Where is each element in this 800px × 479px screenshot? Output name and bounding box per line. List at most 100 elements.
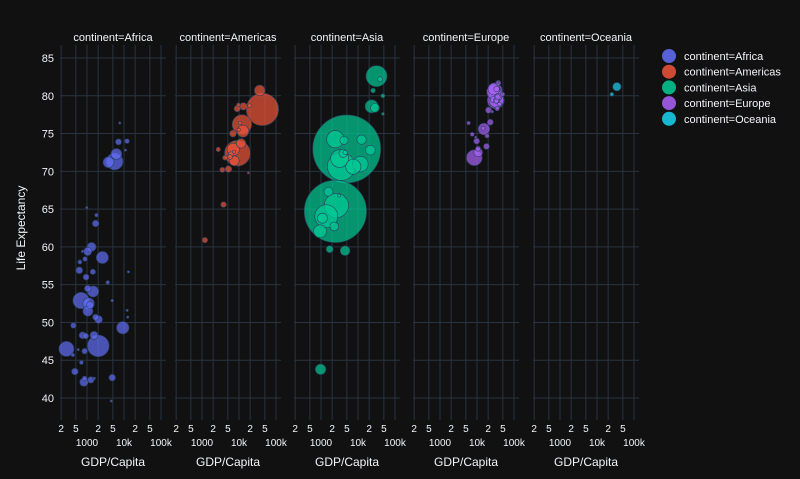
y-tick-label: 50 bbox=[42, 317, 54, 329]
legend-marker-icon bbox=[662, 111, 676, 126]
bubble-point bbox=[126, 315, 130, 319]
bubble-point bbox=[236, 127, 241, 132]
legend-label: continent=Europe bbox=[684, 98, 771, 110]
x-tick-label-major: 1000 bbox=[191, 438, 214, 449]
x-tick-label-minor: 2 bbox=[605, 424, 611, 435]
legend-label: continent=Africa bbox=[684, 51, 764, 63]
x-tick-label-major: 1000 bbox=[310, 438, 333, 449]
bubble-point bbox=[82, 375, 88, 381]
x-tick-label-minor: 5 bbox=[73, 424, 79, 435]
x-axis-title: GDP/Capita bbox=[315, 455, 379, 469]
legend-item[interactable]: continent=Africa bbox=[662, 49, 764, 63]
bubble-point bbox=[497, 101, 502, 107]
x-tick-label-minor: 2 bbox=[292, 424, 298, 435]
bubble-point bbox=[227, 154, 233, 160]
bubble-point bbox=[77, 259, 83, 265]
bubble-point bbox=[86, 301, 94, 309]
bubble-point bbox=[94, 213, 99, 218]
bubble-point bbox=[95, 251, 109, 264]
bubble-point bbox=[125, 308, 129, 312]
x-tick-label-major: 100k bbox=[503, 438, 526, 449]
bubble-point bbox=[466, 120, 471, 126]
x-tick-label-major: 1000 bbox=[549, 438, 572, 449]
bubble-point bbox=[313, 224, 327, 239]
bubble-point bbox=[83, 247, 93, 256]
bubble-point bbox=[356, 134, 367, 145]
facet-title: continent=Africa bbox=[73, 32, 153, 44]
y-tick-label: 80 bbox=[42, 91, 54, 103]
bubble-point bbox=[380, 93, 386, 99]
y-tick-label: 45 bbox=[42, 355, 54, 367]
bubble-point bbox=[612, 82, 622, 92]
bubble-point bbox=[110, 298, 114, 303]
bubble-point bbox=[494, 106, 500, 112]
x-tick-label-minor: 2 bbox=[95, 424, 101, 435]
facet-title: continent=Oceania bbox=[540, 32, 633, 44]
bubble-point bbox=[246, 171, 250, 175]
x-axis-title: GDP/Capita bbox=[81, 455, 145, 469]
x-tick-label-minor: 5 bbox=[583, 424, 589, 435]
x-axis-title: GDP/Capita bbox=[196, 455, 260, 469]
y-tick-label: 75 bbox=[42, 129, 54, 141]
legend-marker-icon bbox=[662, 96, 676, 111]
bubble-point bbox=[219, 166, 226, 173]
x-tick-label-minor: 5 bbox=[147, 424, 153, 435]
bubble-point bbox=[365, 65, 388, 87]
x-tick-label-minor: 2 bbox=[411, 424, 417, 435]
bubble-point bbox=[469, 132, 475, 137]
bubble-point bbox=[339, 245, 351, 256]
legend-item[interactable]: continent=Oceania bbox=[662, 111, 777, 126]
y-tick-label: 60 bbox=[42, 242, 54, 254]
bubble-point bbox=[81, 348, 88, 355]
bubble-point bbox=[247, 103, 252, 108]
x-axis-title: GDP/Capita bbox=[434, 455, 498, 469]
bubble-point bbox=[474, 135, 478, 139]
bubble-point bbox=[115, 138, 122, 146]
bubble-point bbox=[220, 201, 227, 208]
bubble-point bbox=[381, 112, 385, 116]
x-tick-label-minor: 5 bbox=[426, 424, 432, 435]
legend[interactable]: continent=Africa continent=Americas contin… bbox=[662, 49, 781, 126]
x-tick-label-minor: 2 bbox=[329, 424, 335, 435]
legend-item[interactable]: continent=Europe bbox=[662, 96, 771, 111]
x-tick-label-minor: 5 bbox=[188, 424, 194, 435]
bubble-point bbox=[484, 133, 490, 139]
bubble-point bbox=[92, 313, 99, 321]
bubble-point bbox=[92, 376, 96, 380]
x-tick-label-minor: 2 bbox=[448, 424, 454, 435]
bubble-point bbox=[92, 219, 100, 228]
bubble-point bbox=[475, 145, 481, 152]
bubble-point bbox=[315, 363, 327, 375]
bubble-point bbox=[609, 92, 615, 97]
bubble-point bbox=[215, 146, 221, 152]
x-tick-label-major: 1000 bbox=[429, 438, 452, 449]
legend-item[interactable]: continent=Asia bbox=[662, 80, 757, 95]
bubble-point bbox=[201, 237, 208, 244]
bubble-point bbox=[85, 206, 89, 210]
x-tick-label-major: 1000 bbox=[76, 438, 99, 449]
bubble-point bbox=[490, 110, 494, 114]
x-tick-label-major: 100k bbox=[384, 438, 407, 449]
bubble-point bbox=[87, 334, 110, 358]
y-tick-label: 85 bbox=[42, 53, 54, 65]
y-axis-ticks: 40 45 50 55 60 65 70 75 80 85 bbox=[42, 53, 54, 405]
bubble-point bbox=[370, 103, 380, 113]
facet-title: continent=Asia bbox=[311, 32, 384, 44]
legend-label: continent=Oceania bbox=[684, 114, 777, 126]
bubble-point bbox=[71, 367, 79, 376]
x-tick-label-minor: 2 bbox=[568, 424, 574, 435]
legend-item[interactable]: continent=Americas bbox=[662, 64, 781, 79]
x-tick-label-minor: 2 bbox=[210, 424, 216, 435]
bubble-point bbox=[337, 193, 342, 198]
bubble-point bbox=[105, 280, 110, 285]
bubble-point bbox=[102, 156, 115, 169]
x-tick-label-major: 100k bbox=[265, 438, 288, 449]
bubble-point bbox=[485, 106, 492, 114]
y-tick-label: 40 bbox=[42, 393, 54, 405]
bubble-point bbox=[80, 249, 84, 253]
bubble-point bbox=[84, 284, 92, 293]
bubble-point bbox=[224, 165, 233, 173]
legend-label: continent=Asia bbox=[684, 82, 757, 94]
